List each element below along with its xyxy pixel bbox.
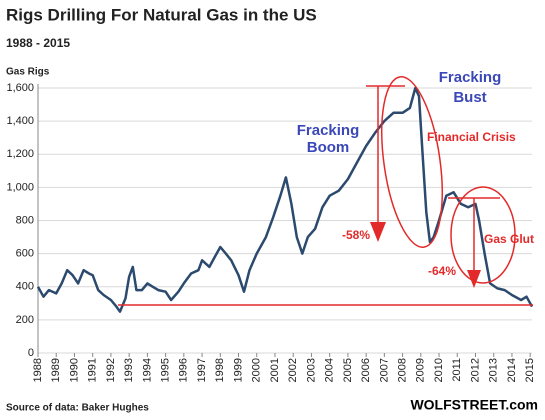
y-tick-label: 200 [16, 314, 34, 326]
y-tick-label: 1,600 [6, 82, 34, 94]
y-tick-label: 600 [16, 248, 34, 260]
y-axis-label: Gas Rigs [6, 67, 50, 78]
annotation: Fracking [439, 69, 502, 86]
annotation: -64% [428, 264, 456, 278]
x-tick-label: 2006 [360, 358, 372, 382]
annotation: -58% [342, 228, 370, 242]
x-tick-label: 2014 [506, 358, 518, 382]
source: Source of data: Baker Hughes [6, 403, 149, 414]
y-tick-label: 1,200 [6, 148, 34, 160]
x-tick-label: 2012 [469, 358, 481, 382]
y-tick-label: 1,000 [6, 181, 34, 193]
x-tick-label: 2010 [433, 358, 445, 382]
x-tick-label: 2009 [415, 358, 427, 382]
x-tick-label: 1998 [214, 358, 226, 382]
x-tick-label: 1990 [68, 358, 80, 382]
x-tick-label: 2013 [488, 358, 500, 382]
annotation: Bust [453, 89, 486, 106]
x-tick-label: 2002 [287, 358, 299, 382]
x-tick-label: 2001 [269, 358, 281, 382]
annotation: Fracking [297, 122, 360, 139]
x-tick-label: 2004 [324, 358, 336, 382]
plot-area: 0 200 400 600 800 1,000 1,200 1,400 1,600 1988 198… [6, 82, 536, 383]
subtitle: 1988 - 2015 [6, 36, 70, 50]
x-tick-label: 2008 [396, 358, 408, 382]
annotation: Financial Crisis [427, 130, 516, 144]
x-tick-label: 2007 [378, 358, 390, 382]
annotation: Gas Glut [484, 232, 534, 246]
y-tick-label: 1,400 [6, 115, 34, 127]
y-tick-label: 800 [16, 214, 34, 226]
arrowhead [467, 270, 481, 288]
x-tick-label: 1989 [50, 358, 62, 382]
ellipse [381, 75, 443, 249]
ellipse [450, 186, 516, 284]
annotation-shapes [118, 75, 533, 306]
credit: WOLFSTREET.com [410, 397, 538, 413]
x-tick-label: 1995 [160, 358, 172, 382]
x-tick-label: 1991 [87, 358, 99, 382]
x-tick-label: 1999 [232, 358, 244, 382]
y-tick-label: 0 [28, 347, 34, 359]
x-tick-label: 1988 [32, 358, 44, 382]
x-tick-label: 2011 [451, 358, 463, 382]
x-tick-label: 2015 [524, 358, 536, 382]
x-tick-label: 1996 [178, 358, 190, 382]
x-tick-label: 1994 [141, 358, 153, 382]
x-tick-label: 2000 [251, 358, 263, 382]
x-tick-label: 2003 [305, 358, 317, 382]
chart-title: Rigs Drilling For Natural Gas in the US [6, 5, 317, 24]
x-tick-label: 2005 [342, 358, 354, 382]
x-tick-label: 1992 [105, 358, 117, 382]
annotation: Boom [307, 139, 350, 156]
y-tick-label: 400 [16, 281, 34, 293]
data-line [36, 86, 534, 313]
arrowhead [370, 222, 386, 242]
x-tick-label: 1997 [196, 358, 208, 382]
x-tick-label: 1993 [123, 358, 135, 382]
